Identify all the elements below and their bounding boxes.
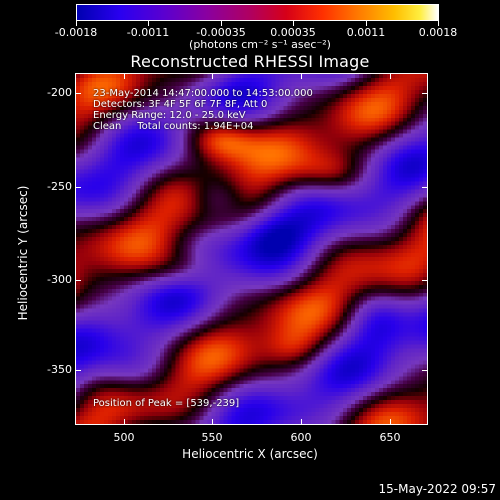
x-tick (390, 73, 391, 79)
image-title: Reconstructed RHESSI Image (130, 52, 370, 71)
x-tick-label: 500 (113, 431, 135, 444)
y-axis-label: Heliocentric Y (arcsec) (16, 185, 30, 321)
y-tick (75, 370, 81, 371)
info-time-range: 23-May-2014 14:47:00.000 to 14:53:00.000 (93, 88, 313, 99)
colorbar-tick-label: -0.0011 (126, 26, 170, 39)
colorbar-tick-label: 0.0018 (418, 26, 458, 39)
colorbar-units: (photons cm⁻² s⁻¹ asec⁻²) (189, 38, 331, 51)
y-tick-label: -200 (47, 86, 72, 99)
info-detectors: Detectors: 3F 4F 5F 6F 7F 8F, Att 0 (93, 99, 268, 110)
y-tick (75, 280, 81, 281)
colorbar-tick-label: -0.00035 (196, 26, 246, 39)
y-tick (75, 93, 81, 94)
x-tick (124, 73, 125, 79)
x-tick-label: 650 (379, 431, 401, 444)
y-tick (422, 370, 428, 371)
x-tick (212, 73, 213, 79)
x-tick (301, 419, 302, 425)
x-tick (390, 419, 391, 425)
y-tick-label: -250 (47, 180, 72, 193)
y-tick-label: -300 (47, 273, 72, 286)
rhessi-image (75, 73, 428, 425)
x-axis-label: Heliocentric X (arcsec) (182, 447, 318, 461)
colorbar (76, 4, 439, 21)
y-tick (422, 280, 428, 281)
x-tick (212, 419, 213, 425)
y-tick (75, 187, 81, 188)
colorbar-tick-label: -0.0018 (54, 26, 98, 39)
info-energy-range: Energy Range: 12.0 - 25.0 keV (93, 110, 246, 121)
y-tick (422, 93, 428, 94)
x-tick (301, 73, 302, 79)
colorbar-tick-label: 0.0011 (346, 26, 386, 39)
x-tick (124, 419, 125, 425)
x-tick-label: 550 (201, 431, 223, 444)
x-tick-label: 600 (290, 431, 312, 444)
colorbar-tick-label: 0.00035 (270, 26, 316, 39)
y-tick (422, 187, 428, 188)
timestamp: 15-May-2022 09:57 (378, 482, 496, 496)
info-counts: Clean Total counts: 1.94E+04 (93, 121, 254, 132)
peak-position: Position of Peak = [539,-239] (93, 398, 240, 409)
y-tick-label: -350 (47, 363, 72, 376)
